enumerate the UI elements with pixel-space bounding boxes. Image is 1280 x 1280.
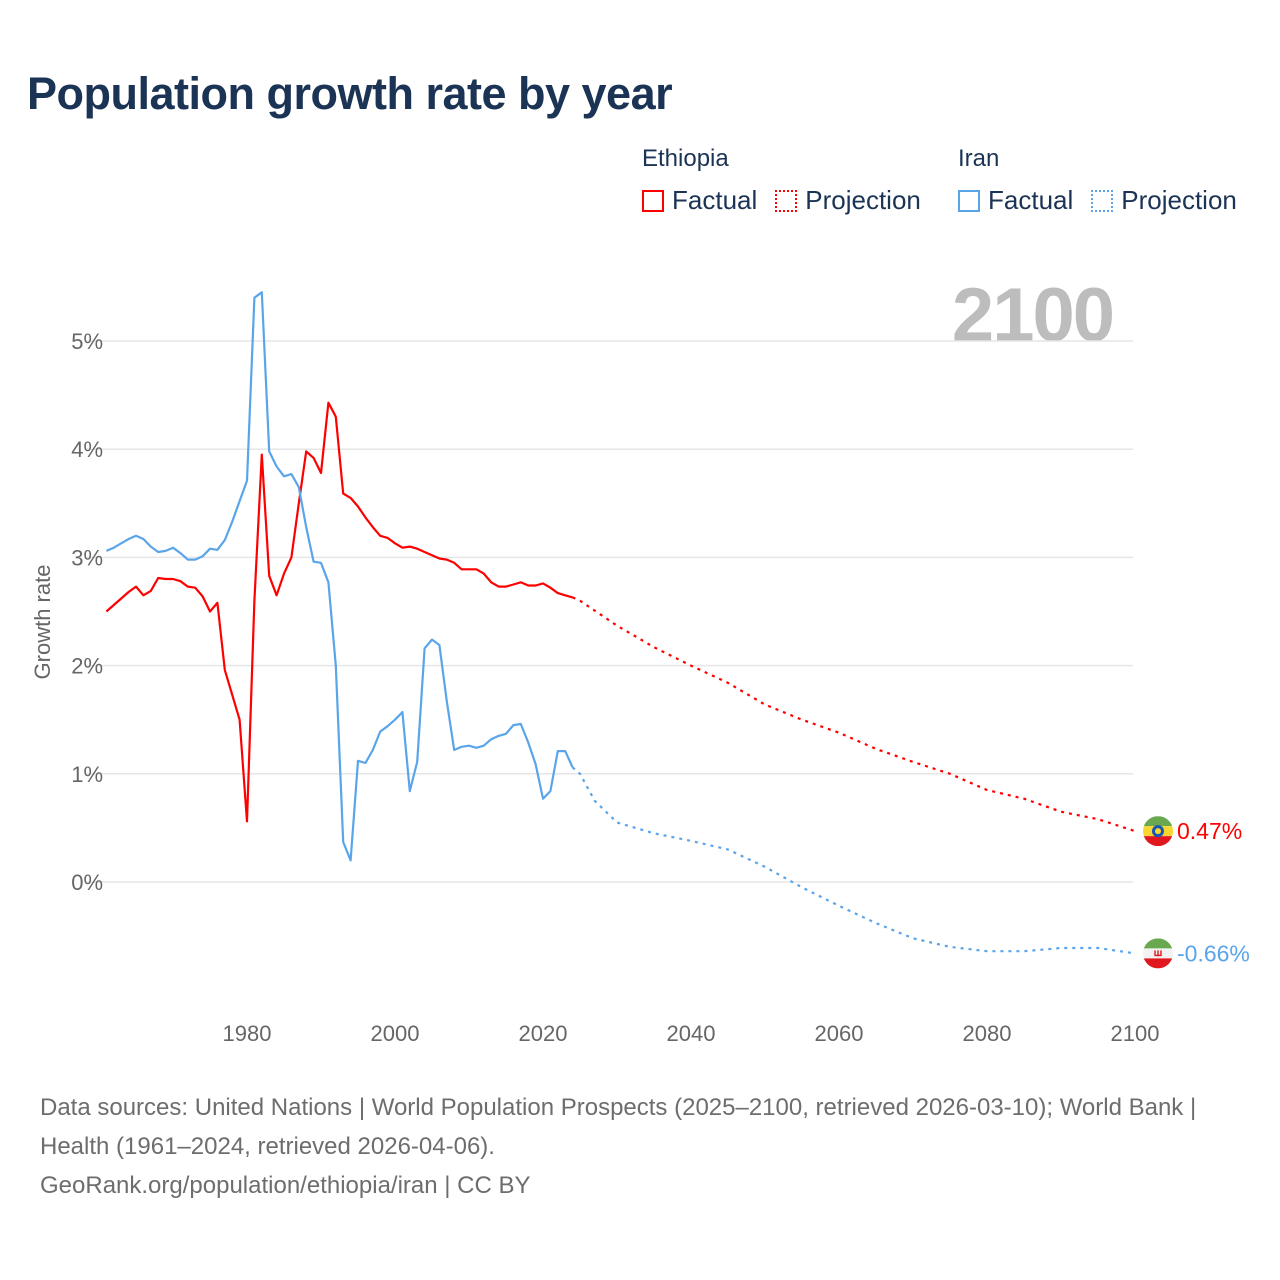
legend-ethiopia: Ethiopia Factual Projection <box>642 145 939 216</box>
iran-factual-line <box>105 291 574 862</box>
y-tick-label: 4% <box>71 437 103 462</box>
x-tick-label: 2100 <box>1111 1021 1160 1046</box>
legend-iran-factual[interactable]: Factual <box>958 185 1073 216</box>
ethiopia-flag-icon <box>1143 816 1173 847</box>
ethiopia-end-label: 0.47% <box>1177 818 1242 844</box>
iran-projection-line <box>571 766 1136 955</box>
x-tick-label: 2020 <box>519 1021 568 1046</box>
ethiopia-factual-line <box>105 401 573 823</box>
legend-iran: Iran Factual Projection <box>958 145 1255 216</box>
legend-ethiopia-projection[interactable]: Projection <box>775 185 921 216</box>
y-tick-label: 3% <box>71 545 103 570</box>
iran-end-label: -0.66% <box>1177 940 1250 966</box>
y-axis-label: Growth rate <box>30 565 55 680</box>
legend-iran-projection[interactable]: Projection <box>1091 185 1237 216</box>
footer: Data sources: United Nations | World Pop… <box>40 1088 1240 1205</box>
iran-flag-icon <box>1143 938 1173 969</box>
legend-country-iran: Iran <box>958 145 1000 172</box>
legend-ethiopia-factual[interactable]: Factual <box>642 185 757 216</box>
legend-label: Projection <box>805 185 921 215</box>
x-tick-label: 2060 <box>815 1021 864 1046</box>
legend-swatch-solid <box>958 189 980 212</box>
x-tick-label: 1980 <box>223 1021 272 1046</box>
x-tick-label: 2040 <box>667 1021 716 1046</box>
credit-link[interactable]: GeoRank.org/population/ethiopia/iran | C… <box>40 1172 531 1199</box>
chart-title: Population growth rate by year <box>27 68 673 119</box>
x-tick-label: 2000 <box>371 1021 420 1046</box>
legend-label: Factual <box>672 185 758 215</box>
legend-label: Projection <box>1121 185 1237 215</box>
data-sources: Data sources: United Nations | World Pop… <box>40 1094 1197 1160</box>
ethiopia-projection-line <box>572 596 1136 833</box>
current-year-label: 2100 <box>951 273 1115 358</box>
chart-plot: 0% 1% 2% 3% 4% 5% 1980 2000 2020 2040 2060 2080 210… <box>30 291 1250 1046</box>
y-tick-label: 2% <box>71 654 103 679</box>
legend-swatch-solid <box>642 189 664 212</box>
legend-swatch-dotted <box>1091 189 1114 212</box>
y-tick-label: 5% <box>71 329 103 354</box>
legend-country-ethiopia: Ethiopia <box>642 145 729 172</box>
y-tick-label: 1% <box>71 762 103 787</box>
y-tick-label: 0% <box>71 870 103 895</box>
legend-label: Factual <box>988 185 1074 215</box>
legend-swatch-dotted <box>775 189 798 212</box>
x-tick-label: 2080 <box>963 1021 1012 1046</box>
